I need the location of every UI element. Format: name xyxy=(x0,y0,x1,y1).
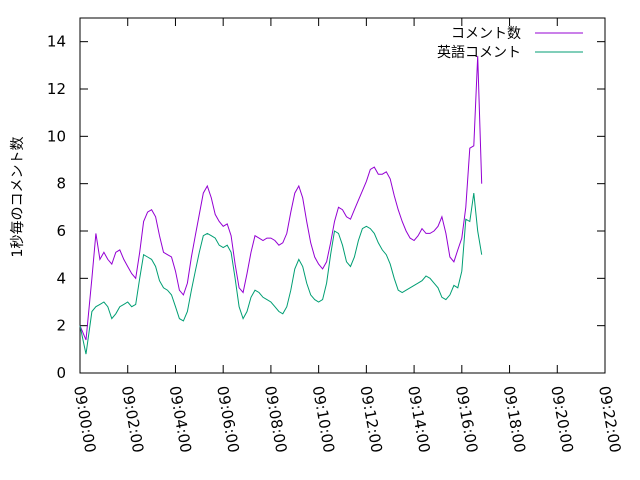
series-line-0 xyxy=(79,55,483,341)
x-tick-label: 09:16:00 xyxy=(452,385,481,454)
x-tick-label: 09:22:00 xyxy=(595,385,624,454)
x-tick-label: 09:04:00 xyxy=(166,385,195,454)
x-tick-label: 09:06:00 xyxy=(213,385,242,454)
x-tick-label: 09:18:00 xyxy=(500,385,529,454)
series-line-1 xyxy=(79,193,483,355)
x-tick-label: 09:12:00 xyxy=(356,385,385,454)
y-tick-label: 8 xyxy=(56,175,66,193)
y-axis-label: 1秒毎のコメント数 xyxy=(10,137,26,258)
y-tick-label: 12 xyxy=(47,80,66,98)
legend-label-0: コメント数 xyxy=(451,26,521,42)
y-tick-label: 6 xyxy=(56,222,66,240)
x-tick-label: 09:00:00 xyxy=(70,385,99,454)
legend-label-1: 英語コメント xyxy=(437,44,521,61)
x-tick-label: 09:20:00 xyxy=(547,385,576,454)
y-tick-label: 0 xyxy=(56,364,66,382)
y-tick-label: 4 xyxy=(56,269,66,287)
x-tick-label: 09:10:00 xyxy=(309,385,338,454)
axes: 0 2 4 6 8 10 12 14 09:00:00 09:02:00 09:04:00 09:06… xyxy=(47,17,624,454)
y-tick-label: 2 xyxy=(56,317,66,335)
x-tick-label: 09:02:00 xyxy=(118,385,147,454)
series-lines xyxy=(79,55,483,355)
plot-frame xyxy=(79,17,606,374)
y-tick-label: 10 xyxy=(47,127,66,145)
y-tick-label: 14 xyxy=(47,33,66,51)
x-tick-label: 09:14:00 xyxy=(404,385,433,454)
x-tick-label: 09:08:00 xyxy=(261,385,290,454)
